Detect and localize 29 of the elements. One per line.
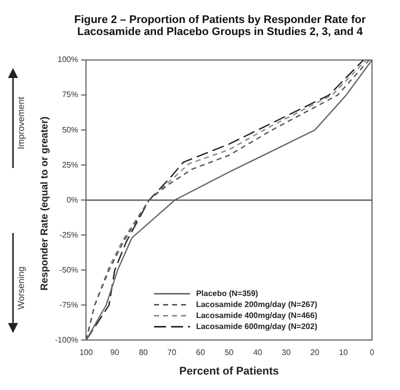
y-tick-label: 75%: [62, 90, 78, 100]
y-axis-title: Responder Rate (equal to or greater): [40, 116, 50, 292]
x-tick-label: 80: [138, 348, 148, 358]
y-tick-label: -100%: [55, 335, 78, 344]
legend-label: Lacosamide 400mg/day (N=466): [196, 310, 318, 320]
x-tick-label: 10: [338, 348, 348, 358]
x-tick-label: 100: [79, 348, 94, 358]
x-tick-label: 0: [370, 348, 375, 358]
y-tick-label: -25%: [59, 230, 78, 240]
x-tick-label: 40: [253, 348, 263, 358]
y-tick-label: -50%: [59, 265, 78, 274]
x-tick-label: 20: [310, 348, 320, 358]
text: Worsening: [16, 266, 26, 312]
legend-label: Lacosamide 600mg/day (N=202): [196, 322, 318, 331]
y-tick-label: 100%: [58, 55, 78, 64]
y-tick-label: 0%: [66, 195, 78, 204]
text: Improvement: [16, 96, 26, 152]
x-tick-label: 50: [224, 348, 234, 358]
legend-label: Placebo (N=359): [196, 288, 258, 298]
legend-label: Lacosamide 200mg/day (N=267): [196, 300, 318, 309]
x-tick-label: 30: [282, 348, 292, 358]
y-tick-label: -75%: [59, 300, 78, 310]
x-tick-label: 70: [167, 348, 177, 358]
chart-title: Figure 2 – Proportion of Patients by Responder Rate for Lacosamide and Placebo Groups in Studies 2, 3, and 4: [73, 13, 367, 40]
x-tick-label: 60: [196, 348, 206, 358]
x-axis-title: Percent of Patients: [179, 365, 279, 378]
y-tick-label: 25%: [62, 160, 78, 170]
y-tick-label: 50%: [62, 125, 78, 134]
x-tick-label: 90: [110, 348, 120, 358]
